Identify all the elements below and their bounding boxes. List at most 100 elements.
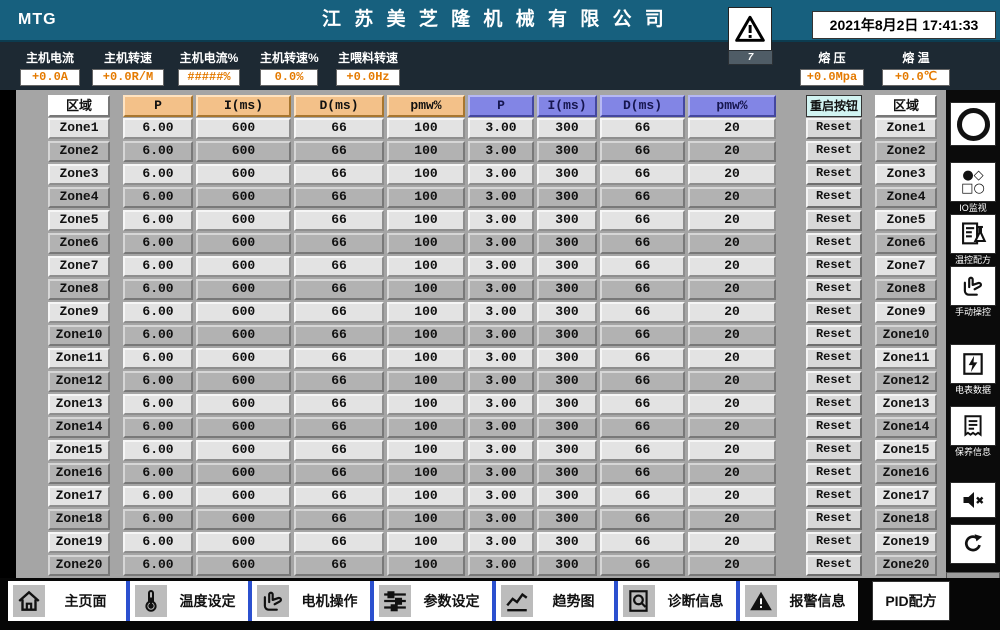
pid-value-cell[interactable]: 300 [537, 325, 597, 346]
pid-value-cell[interactable]: 100 [387, 302, 465, 323]
pid-value-cell[interactable]: 3.00 [468, 463, 534, 484]
pid-value-cell[interactable]: 100 [387, 141, 465, 162]
pid-value-cell[interactable]: 300 [537, 348, 597, 369]
pid-value-cell[interactable]: 6.00 [123, 417, 193, 438]
pid-value-cell[interactable]: 100 [387, 394, 465, 415]
pid-value-cell[interactable]: 66 [294, 440, 384, 461]
pid-value-cell[interactable]: 66 [600, 417, 685, 438]
pid-value-cell[interactable]: 6.00 [123, 371, 193, 392]
pid-value-cell[interactable]: 300 [537, 233, 597, 254]
pid-value-cell[interactable]: 3.00 [468, 394, 534, 415]
pid-value-cell[interactable]: 20 [688, 348, 776, 369]
pid-value-cell[interactable]: 6.00 [123, 348, 193, 369]
sidebar-item-io-monitor[interactable]: ●◇ □○ IO监视 [950, 162, 996, 213]
pid-value-cell[interactable]: 600 [196, 394, 291, 415]
pid-value-cell[interactable]: 300 [537, 256, 597, 277]
pid-value-cell[interactable]: 20 [688, 532, 776, 553]
pid-value-cell[interactable]: 6.00 [123, 210, 193, 231]
reset-button[interactable]: Reset [806, 463, 862, 484]
pid-value-cell[interactable]: 300 [537, 463, 597, 484]
pid-value-cell[interactable]: 66 [600, 486, 685, 507]
pid-value-cell[interactable]: 3.00 [468, 486, 534, 507]
pid-value-cell[interactable]: 6.00 [123, 509, 193, 530]
pid-value-cell[interactable]: 100 [387, 440, 465, 461]
pid-value-cell[interactable]: 66 [600, 164, 685, 185]
pid-value-cell[interactable]: 66 [294, 164, 384, 185]
pid-value-cell[interactable]: 20 [688, 118, 776, 139]
pid-value-cell[interactable]: 300 [537, 555, 597, 576]
sidebar-item-target[interactable] [950, 102, 996, 146]
nav-parameters-button[interactable]: 参数设定 [374, 581, 492, 621]
reset-button[interactable]: Reset [806, 440, 862, 461]
pid-value-cell[interactable]: 6.00 [123, 256, 193, 277]
reset-button[interactable]: Reset [806, 348, 862, 369]
pid-value-cell[interactable]: 20 [688, 279, 776, 300]
pid-value-cell[interactable]: 6.00 [123, 463, 193, 484]
pid-value-cell[interactable]: 600 [196, 509, 291, 530]
pid-value-cell[interactable]: 66 [294, 118, 384, 139]
pid-value-cell[interactable]: 3.00 [468, 279, 534, 300]
pid-value-cell[interactable]: 20 [688, 486, 776, 507]
reset-button[interactable]: Reset [806, 555, 862, 576]
pid-value-cell[interactable]: 6.00 [123, 555, 193, 576]
pid-value-cell[interactable]: 300 [537, 187, 597, 208]
pid-value-cell[interactable]: 66 [600, 302, 685, 323]
pid-value-cell[interactable]: 66 [294, 187, 384, 208]
pid-value-cell[interactable]: 100 [387, 210, 465, 231]
pid-value-cell[interactable]: 20 [688, 440, 776, 461]
pid-value-cell[interactable]: 6.00 [123, 187, 193, 208]
reset-button[interactable]: Reset [806, 256, 862, 277]
pid-value-cell[interactable]: 20 [688, 463, 776, 484]
pid-value-cell[interactable]: 66 [294, 509, 384, 530]
pid-value-cell[interactable]: 3.00 [468, 164, 534, 185]
pid-value-cell[interactable]: 20 [688, 233, 776, 254]
nav-home-button[interactable]: 主页面 [8, 581, 126, 621]
pid-value-cell[interactable]: 20 [688, 256, 776, 277]
pid-value-cell[interactable]: 3.00 [468, 118, 534, 139]
reset-button[interactable]: Reset [806, 325, 862, 346]
pid-value-cell[interactable]: 600 [196, 325, 291, 346]
pid-value-cell[interactable]: 66 [600, 348, 685, 369]
pid-value-cell[interactable]: 300 [537, 486, 597, 507]
pid-value-cell[interactable]: 100 [387, 486, 465, 507]
pid-value-cell[interactable]: 3.00 [468, 509, 534, 530]
pid-value-cell[interactable]: 66 [600, 532, 685, 553]
pid-value-cell[interactable]: 6.00 [123, 532, 193, 553]
pid-value-cell[interactable]: 6.00 [123, 279, 193, 300]
pid-value-cell[interactable]: 66 [600, 256, 685, 277]
pid-value-cell[interactable]: 100 [387, 118, 465, 139]
pid-value-cell[interactable]: 300 [537, 509, 597, 530]
pid-value-cell[interactable]: 66 [294, 532, 384, 553]
pid-value-cell[interactable]: 20 [688, 302, 776, 323]
reset-button[interactable]: Reset [806, 509, 862, 530]
pid-value-cell[interactable]: 66 [294, 463, 384, 484]
pid-value-cell[interactable]: 100 [387, 187, 465, 208]
nav-trend-button[interactable]: 趋势图 [496, 581, 614, 621]
pid-value-cell[interactable]: 600 [196, 532, 291, 553]
pid-value-cell[interactable]: 20 [688, 371, 776, 392]
pid-value-cell[interactable]: 6.00 [123, 118, 193, 139]
pid-value-cell[interactable]: 100 [387, 417, 465, 438]
pid-value-cell[interactable]: 20 [688, 417, 776, 438]
pid-value-cell[interactable]: 100 [387, 555, 465, 576]
pid-value-cell[interactable]: 66 [600, 463, 685, 484]
reset-button[interactable]: Reset [806, 486, 862, 507]
nav-alarm-button[interactable]: 报警信息 [740, 581, 858, 621]
pid-value-cell[interactable]: 600 [196, 348, 291, 369]
pid-value-cell[interactable]: 66 [294, 555, 384, 576]
reset-button[interactable]: Reset [806, 233, 862, 254]
pid-value-cell[interactable]: 66 [600, 118, 685, 139]
pid-value-cell[interactable]: 6.00 [123, 394, 193, 415]
pid-value-cell[interactable]: 600 [196, 164, 291, 185]
pid-value-cell[interactable]: 66 [294, 302, 384, 323]
pid-value-cell[interactable]: 600 [196, 302, 291, 323]
nav-pid-recipe-button[interactable]: PID配方 [872, 581, 950, 621]
reset-button[interactable]: Reset [806, 210, 862, 231]
reset-button[interactable]: Reset [806, 302, 862, 323]
pid-value-cell[interactable]: 66 [600, 233, 685, 254]
pid-value-cell[interactable]: 3.00 [468, 141, 534, 162]
pid-value-cell[interactable]: 66 [294, 325, 384, 346]
reset-all-button[interactable]: 重启按钮 [806, 95, 862, 117]
sidebar-item-meter-data[interactable]: 电表数据 [950, 344, 996, 395]
pid-value-cell[interactable]: 66 [294, 256, 384, 277]
